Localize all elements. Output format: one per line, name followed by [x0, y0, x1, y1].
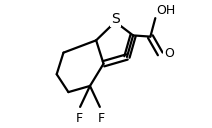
Text: O: O	[164, 47, 174, 60]
Text: F: F	[75, 112, 82, 125]
Text: S: S	[111, 12, 120, 26]
Text: OH: OH	[156, 4, 176, 17]
Text: F: F	[98, 112, 105, 125]
